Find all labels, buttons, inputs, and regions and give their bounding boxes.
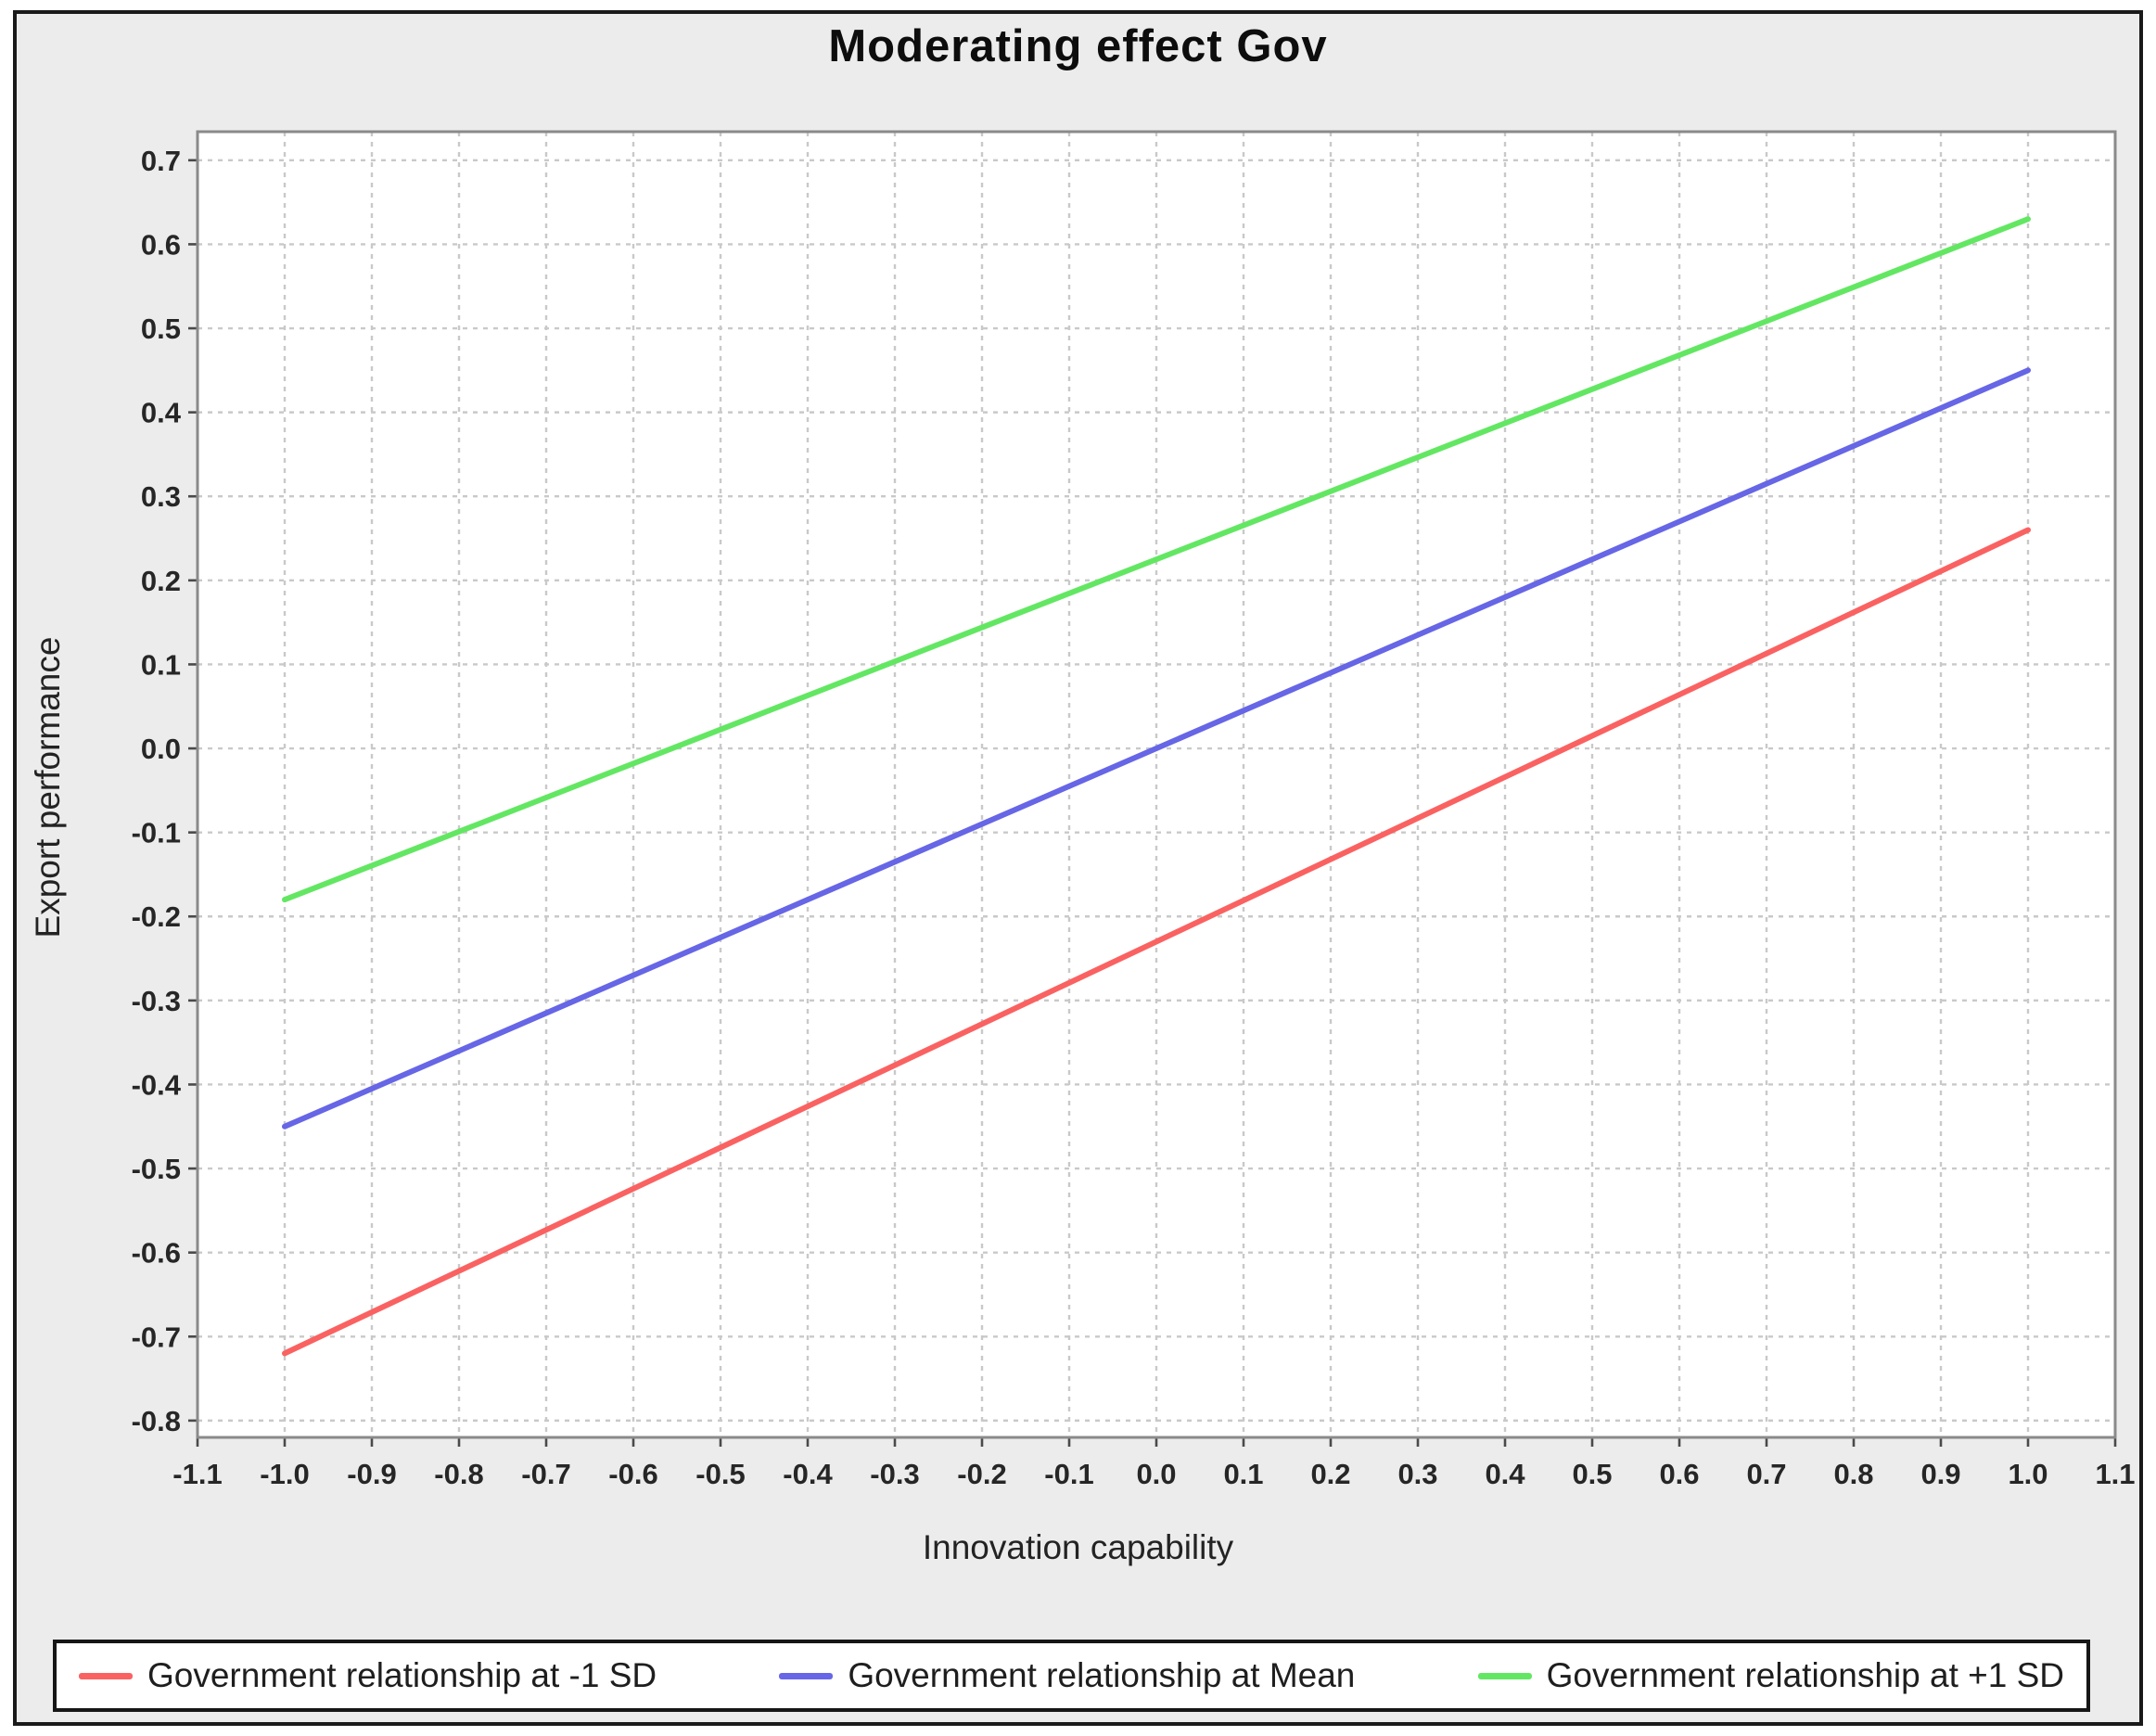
- red-line-swatch: [79, 1672, 133, 1679]
- legend-label: Government relationship at -1 SD: [147, 1656, 657, 1694]
- svg-text:0.4: 0.4: [141, 397, 182, 429]
- svg-text:0.1: 0.1: [1223, 1458, 1263, 1490]
- legend-label: Government relationship at +1 SD: [1546, 1656, 2064, 1694]
- svg-text:-0.1: -0.1: [1044, 1458, 1093, 1490]
- svg-text:0.3: 0.3: [141, 480, 181, 513]
- svg-text:-0.4: -0.4: [783, 1458, 833, 1490]
- svg-text:1.0: 1.0: [2008, 1458, 2048, 1490]
- svg-text:0.1: 0.1: [141, 648, 181, 681]
- y-tick-labels: 0.7 0.6 0.5 0.4 0.3 0.2 0.1 0.0 -0.1 -0.2 -0.3 -0.4…: [132, 145, 182, 1437]
- svg-text:-0.6: -0.6: [608, 1458, 657, 1490]
- svg-text:-1.0: -1.0: [260, 1458, 309, 1490]
- series-line-1: [282, 367, 2031, 1130]
- plot-border: [196, 130, 2117, 1439]
- svg-text:0.2: 0.2: [1310, 1458, 1350, 1490]
- series-line-0: [282, 527, 2031, 1357]
- x-tick-labels: -1.1 -1.0 -0.9 -0.8 -0.7 -0.6 -0.5 -0.4 -0.3 -0.2…: [172, 1458, 2135, 1490]
- svg-text:-0.3: -0.3: [132, 985, 181, 1017]
- green-line-swatch: [1477, 1672, 1532, 1679]
- legend-item-plus-1sd: Government relationship at +1 SD: [1477, 1656, 2064, 1695]
- series-lines: [282, 216, 2031, 1357]
- legend-item-mean: Government relationship at Mean: [779, 1656, 1355, 1695]
- svg-text:-0.5: -0.5: [695, 1458, 745, 1490]
- svg-text:-0.6: -0.6: [132, 1237, 181, 1270]
- svg-text:-0.9: -0.9: [347, 1458, 396, 1490]
- svg-text:-0.8: -0.8: [434, 1458, 483, 1490]
- y-axis-title: Export performance: [29, 636, 67, 938]
- svg-text:0.4: 0.4: [1485, 1458, 1525, 1490]
- svg-text:-0.7: -0.7: [132, 1321, 181, 1353]
- svg-text:-0.3: -0.3: [870, 1458, 919, 1490]
- svg-text:0.6: 0.6: [1659, 1458, 1699, 1490]
- svg-text:0.7: 0.7: [1746, 1458, 1786, 1490]
- chart-title: Moderating effect Gov: [828, 21, 1328, 71]
- svg-text:-0.8: -0.8: [132, 1405, 181, 1437]
- svg-text:-1.1: -1.1: [172, 1458, 222, 1490]
- svg-text:0.7: 0.7: [141, 145, 181, 177]
- svg-text:0.6: 0.6: [141, 228, 181, 261]
- svg-text:-0.1: -0.1: [132, 817, 181, 849]
- legend-label: Government relationship at Mean: [848, 1656, 1356, 1694]
- svg-text:1.1: 1.1: [2095, 1458, 2135, 1490]
- svg-text:0.5: 0.5: [141, 313, 181, 345]
- svg-text:0.0: 0.0: [141, 733, 181, 765]
- svg-text:-0.2: -0.2: [957, 1458, 1006, 1490]
- legend: Government relationship at -1 SD Governm…: [53, 1640, 2090, 1712]
- svg-text:-0.5: -0.5: [132, 1153, 181, 1185]
- gridlines: [196, 132, 2117, 1437]
- x-axis-title: Innovation capability: [922, 1528, 1234, 1566]
- series-line-2: [282, 216, 2031, 903]
- svg-text:-0.4: -0.4: [132, 1068, 182, 1101]
- svg-text:0.8: 0.8: [1833, 1458, 1873, 1490]
- blue-line-swatch: [779, 1672, 834, 1679]
- legend-item-minus-1sd: Government relationship at -1 SD: [79, 1656, 657, 1695]
- svg-text:0.3: 0.3: [1397, 1458, 1437, 1490]
- svg-text:0.2: 0.2: [141, 565, 181, 597]
- svg-text:-0.2: -0.2: [132, 900, 181, 933]
- tick-marks: [188, 159, 2117, 1447]
- svg-text:0.9: 0.9: [1920, 1458, 1960, 1490]
- svg-text:0.5: 0.5: [1572, 1458, 1612, 1490]
- svg-text:-0.7: -0.7: [521, 1458, 570, 1490]
- svg-text:0.0: 0.0: [1136, 1458, 1176, 1490]
